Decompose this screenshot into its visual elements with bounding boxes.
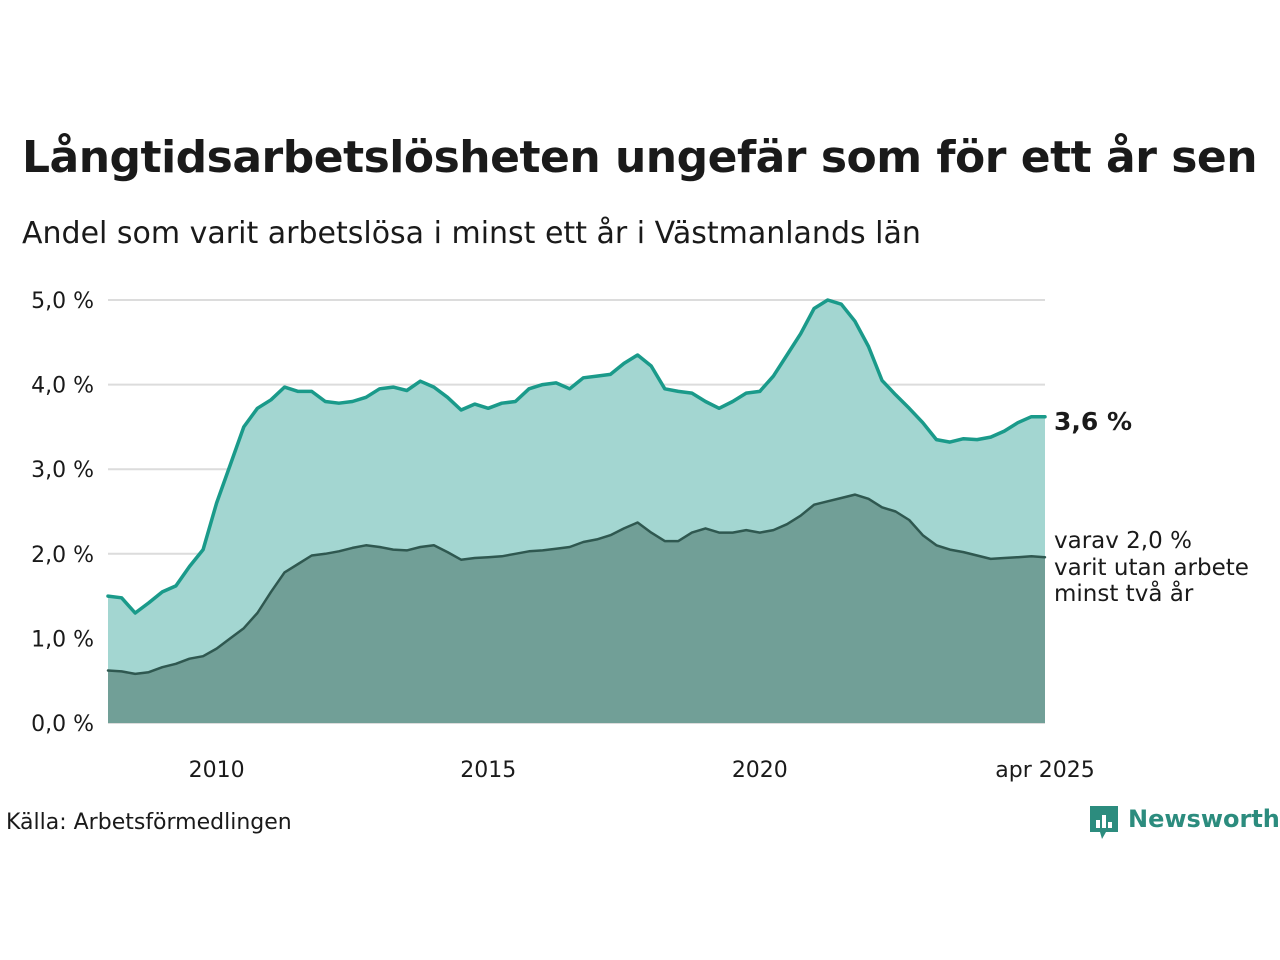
end-label-secondary-line-3: minst två år (1054, 579, 1194, 607)
end-label-secondary-line-1: varav 2,0 % (1054, 528, 1192, 554)
source-note: Källa: Arbetsförmedlingen (6, 810, 292, 835)
newsworthy-logo-icon (1090, 806, 1118, 839)
end-label-total: 3,6 % (1054, 407, 1132, 436)
y-tick-label: 5,0 % (31, 289, 94, 314)
newsworthy-logo[interactable]: Newsworthy (1088, 804, 1280, 844)
y-tick-label: 0,0 % (31, 712, 94, 737)
x-tick-label: 2015 (460, 758, 516, 783)
series-2-line (106, 493, 1047, 676)
chart-title: Långtidsarbetslösheten ungefär som för e… (22, 132, 1258, 183)
x-tick-label: 2010 (189, 758, 245, 783)
y-tick-label: 2,0 % (31, 543, 94, 568)
series-1-line (106, 298, 1047, 615)
y-tick-label: 3,0 % (31, 458, 94, 483)
y-axis: 0,0 % 1,0 % 2,0 % 3,0 % 4,0 % 5,0 % (31, 289, 94, 737)
end-labels: 3,6 % varav 2,0 % varit utan arbete mins… (1054, 407, 1249, 607)
chart-areas (106, 298, 1047, 723)
brand-name: Newsworthy (1128, 805, 1280, 833)
x-tick-label: 2020 (732, 758, 788, 783)
end-label-secondary-line-2: varit utan arbete (1054, 555, 1249, 581)
y-tick-label: 4,0 % (31, 374, 94, 399)
x-tick-label: apr 2025 (995, 758, 1094, 783)
chart-subtitle: Andel som varit arbetslösa i minst ett å… (22, 216, 921, 251)
x-axis: 2010 2015 2020 apr 2025 (189, 758, 1095, 783)
y-tick-label: 1,0 % (31, 627, 94, 652)
